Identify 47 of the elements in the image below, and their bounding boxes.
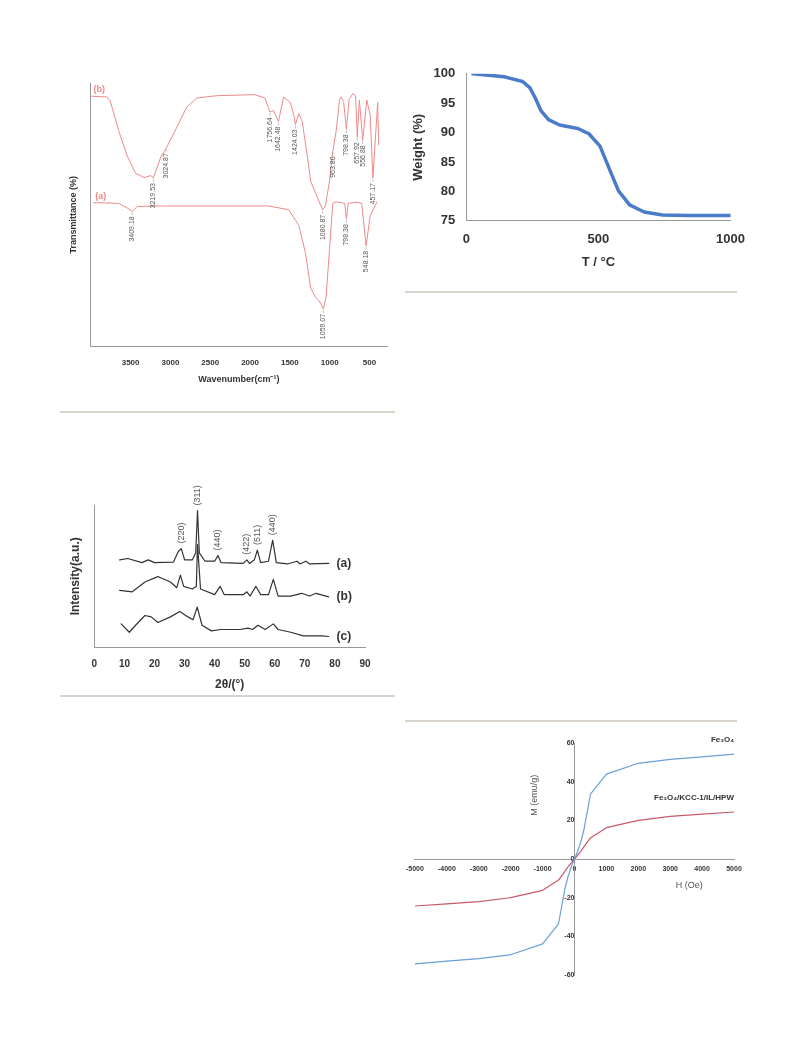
x-tick-label: 70	[299, 658, 311, 670]
series-label: (a)	[336, 555, 352, 570]
y-tick-label: 85	[440, 153, 456, 169]
annotation: (440)	[267, 514, 278, 536]
x-axis-title: 2θ/(°)	[215, 677, 245, 692]
y-tick-label: 75	[440, 212, 456, 228]
y-axis-title: Transmittance (%)	[67, 176, 78, 254]
y-tick-label: 100	[433, 65, 456, 81]
annotation: (220)	[175, 522, 186, 544]
annotation: (440)	[212, 529, 223, 551]
x-tick-label: 80	[329, 658, 341, 670]
x-tick-label: 10	[118, 658, 131, 670]
x-tick-label: 3500	[121, 357, 141, 367]
y-axis-title: Weight (%)	[410, 113, 426, 181]
x-axis-title: H (Oe)	[675, 879, 703, 890]
annotation: (511)	[251, 524, 262, 546]
x-tick-label: 1500	[280, 357, 300, 367]
x-tick-label: 500	[362, 357, 377, 367]
y-axis-title: Intensity(a.u.)	[67, 537, 82, 616]
x-tick-label: 20	[148, 658, 161, 670]
series-label: (a)	[95, 190, 107, 201]
y-tick-label: 90	[440, 124, 456, 140]
x-tick-label: 90	[359, 658, 371, 670]
y-tick-label: 95	[440, 94, 456, 110]
y-tick-label: 80	[440, 182, 456, 198]
series-label: (c)	[336, 628, 352, 643]
series-label: (b)	[93, 84, 106, 95]
series-label: Fe₃O₄/KCC-1/IL/HPW	[654, 793, 735, 803]
x-tick-label: 1000	[320, 357, 340, 367]
x-axis-title: T / °C	[581, 253, 616, 269]
x-tick-label: 2500	[201, 357, 220, 367]
x-tick-label: 0	[462, 231, 470, 247]
annotation: (311)	[192, 485, 203, 506]
x-tick-label: 0	[91, 658, 98, 670]
x-tick-label: 30	[179, 658, 191, 670]
x-tick-label: 3000	[161, 357, 180, 367]
x-tick-label: 40	[209, 658, 221, 670]
x-tick-label: 1000	[716, 231, 745, 247]
x-tick-label: 2000	[241, 357, 260, 367]
x-axis-title: Wavenumber(cm⁻¹)	[198, 374, 280, 385]
annotation: (422)	[241, 533, 252, 555]
x-tick-label: 500	[587, 231, 610, 247]
x-tick-label: 50	[239, 658, 251, 670]
series-label: Fe₃O₄	[710, 735, 735, 745]
x-tick-label: 60	[269, 658, 281, 670]
y-axis-title: M (emu/g)	[528, 774, 539, 816]
series-label: (b)	[336, 589, 352, 604]
